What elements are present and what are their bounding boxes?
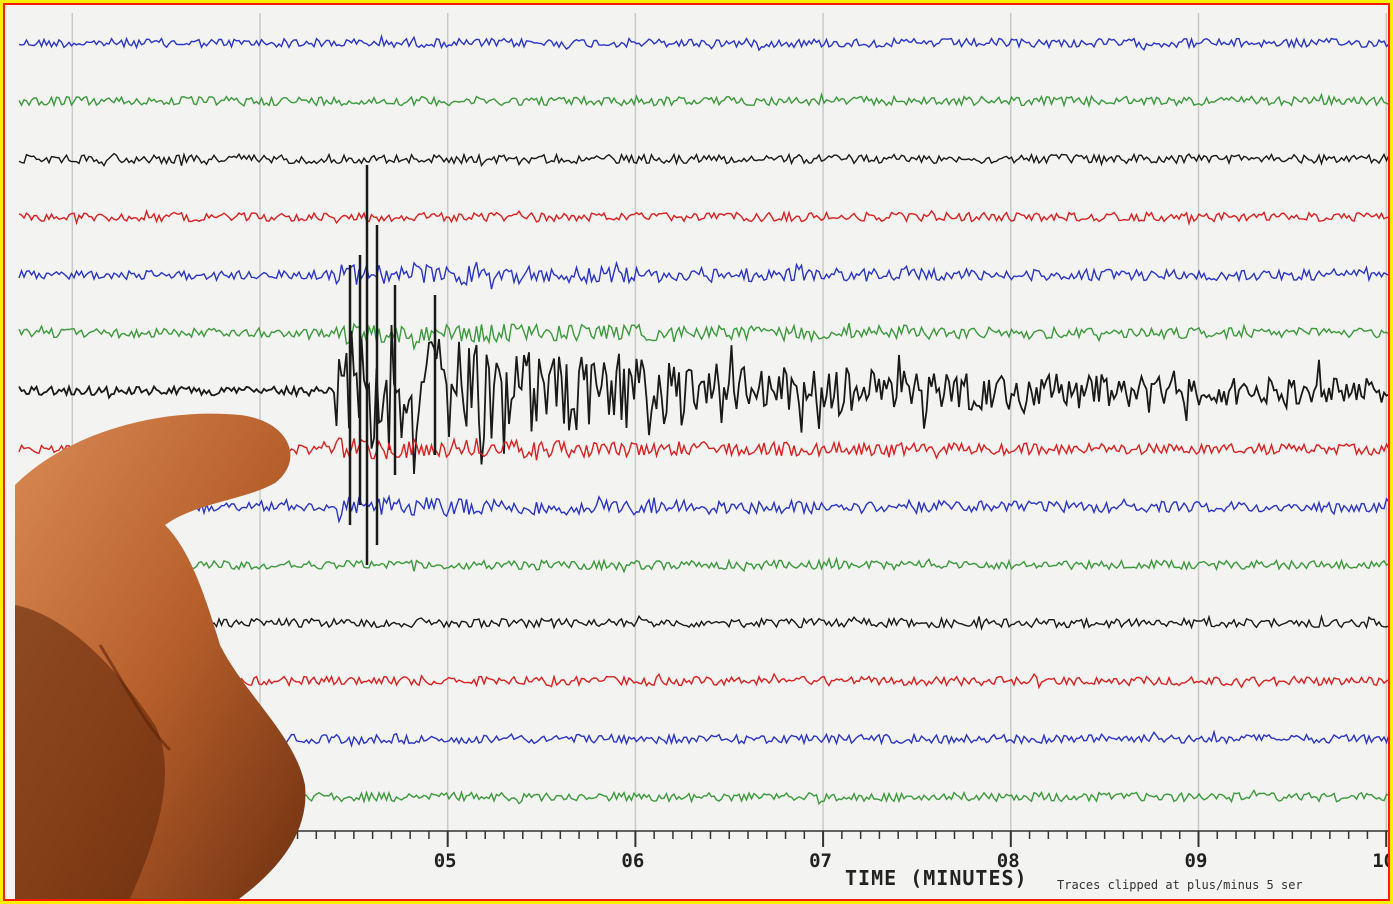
tick-label: 06	[621, 850, 644, 872]
grid	[71, 13, 1387, 831]
tick-label: 09	[1185, 850, 1208, 872]
trace	[18, 556, 1388, 574]
tick-label: 10	[1372, 850, 1393, 872]
tick-label: 07	[809, 850, 832, 872]
seismogram: 04050607080910 TIME (MINUTES) Traces cli…	[15, 13, 1393, 899]
traces	[18, 33, 1388, 806]
axis-title: TIME (MINUTES)	[845, 866, 1028, 890]
trace	[18, 91, 1388, 109]
trace	[18, 324, 1388, 475]
tick-label: 05	[434, 850, 457, 872]
trace	[18, 209, 1388, 227]
finger-crease	[98, 644, 172, 752]
trace	[18, 151, 1388, 168]
hand-shadow	[15, 605, 166, 899]
axis-note: Traces clipped at plus/minus 5 ser	[1057, 878, 1303, 892]
trace	[18, 260, 1388, 290]
trace	[18, 33, 1388, 52]
trace	[18, 322, 1388, 352]
tick-label: 08	[997, 850, 1020, 872]
trace	[18, 672, 1388, 690]
trace	[18, 614, 1388, 632]
trace	[18, 494, 1388, 525]
